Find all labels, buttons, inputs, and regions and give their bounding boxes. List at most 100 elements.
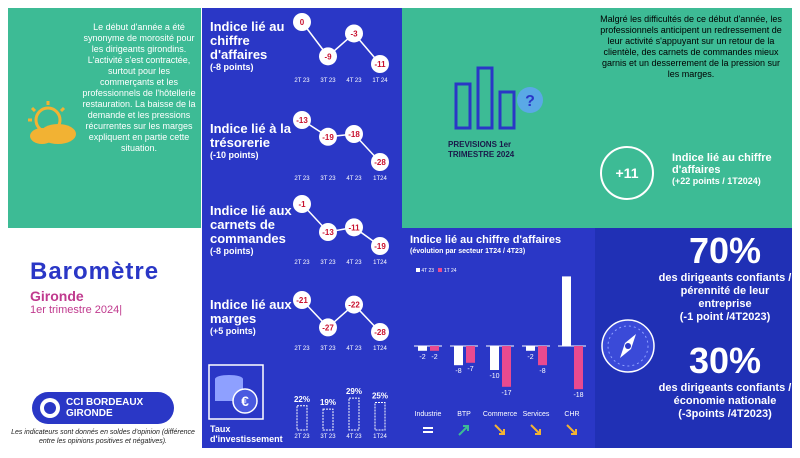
indice-tresorerie-title: Indice lié à la trésorerie [210,121,291,150]
indice-point [293,195,311,213]
forecast-paragraph: Malgré les difficultés de ce début d'ann… [600,14,782,79]
indice-line [301,21,381,65]
quarter-tick-label: 1T 24 [372,78,388,84]
sector-value-label: -10 [489,373,499,380]
indice-value-label: -22 [348,301,360,310]
sector-bar [574,346,583,390]
indice-point [293,13,311,31]
investment-bar [374,402,386,431]
indice-point [345,24,363,43]
indice-point [293,291,311,309]
quarter-tick-label: 1T24 [373,346,387,352]
intro-paragraph: Le début d'année a été synonyme de moros… [82,22,196,153]
forecast-bars-icon: ? [454,66,543,130]
sector-value-label: -2 [431,354,437,361]
sector-category-label: Commerce [483,411,517,418]
forecast-badge: +11 [600,146,654,200]
sector-chart-title: Indice lié au chiffre d'affaires [410,234,562,246]
indice-point [371,55,389,73]
barometre-block: Baromètre Gironde 1er trimestre 2024| [30,258,200,316]
coins-icon: € [208,364,264,420]
indice-line [301,119,381,163]
indice-value-label: -27 [322,323,334,332]
quarter-tick-label: 3T 23 [320,176,336,182]
quarter-tick-label: 2T 23 [294,434,310,440]
indice-carnets-sub: (-8 points) [210,246,254,256]
indice-tresorerie-block: Indice lié à la trésorerie (-10 points) [210,121,295,161]
confidence-2-pct: 30% [688,340,762,381]
sector-category-label: Services [523,411,550,418]
indice-value-label: -9 [324,52,332,61]
forecast-panel [402,8,792,228]
investment-chart: 22% 2T 23 19% 3T 23 29% 4T 23 25% 1T24 [294,387,388,440]
sector-value-label: -2 [419,354,425,361]
arrow-down-icon [530,424,541,435]
confidence-1-pct: 70% [688,230,762,271]
legend-swatch-4t23 [416,268,420,272]
indice-value-label: -3 [350,29,358,38]
investment-value-label: 29% [346,387,362,396]
forecast-indice: Indice lié au chiffre d'affaires (+22 po… [672,152,792,186]
investment-value-label: 25% [372,392,388,401]
forecast-indice-title: Indice lié au chiffre d'affaires [672,152,772,176]
confidence-2-change: (-3points /4T2023) [678,408,772,420]
indice-point [319,127,337,146]
indice-point [371,237,389,255]
indice-value-label: -13 [322,228,334,237]
sector-bar [502,346,511,387]
confidence-1-desc: des dirigeants confiants / pérennité de … [658,272,792,310]
sector-category-label: BTP [457,411,471,418]
quarter-tick-label: 3T 23 [320,346,336,352]
footnote: Les indicateurs sont donnés en soldes d'… [11,429,195,445]
quarter-tick-label: 2T 23 [294,346,310,352]
confidence-1: 70% des dirigeants confiants / pérennité… [658,230,792,324]
indice-carnets-block: Indice lié aux carnets de commandes (-8 … [210,204,300,257]
indice-value-label: -21 [296,296,308,305]
quarter-tick-label: 2T 23 [294,176,310,182]
sector-bar [418,346,427,351]
sector-value-label: 29 [563,274,571,275]
svg-text:?: ? [525,93,535,110]
arrow-down-icon [494,424,505,435]
cci-logo-text-1: CCI BORDEAUX [66,397,144,408]
investment-value-label: 19% [320,398,336,407]
indice-marges-sub: (+5 points) [210,326,256,336]
sector-legend: 4T 23 1T 24 [416,268,457,274]
indice-value-label: -28 [374,158,386,167]
compass-icon [601,319,655,373]
indice-point [293,111,311,129]
sector-value-label: -8 [455,368,461,375]
sector-bar [526,346,535,351]
sector-category-label: Industrie [415,411,442,418]
investment-title: Taux d'investissement [210,424,283,444]
sector-value-label: -7 [467,366,473,373]
confidence-2-desc: des dirigeants confiants / économie nati… [658,382,792,407]
sector-bar [562,276,571,346]
sector-chart-subtitle: (évolution par secteur 1T24 / 4T23) [410,248,526,255]
sector-value-label: -17 [501,390,511,397]
indice-point [345,125,363,143]
indice-point [319,47,337,66]
quarter-tick-label: 3T 23 [320,260,336,266]
indices-column [202,8,402,448]
quarter-tick-label: 4T 23 [346,346,362,352]
indice-tresorerie-sub: (-10 points) [210,150,259,160]
indice-point [319,223,337,241]
indice-value-label: -11 [348,223,360,232]
sector-value-label: -18 [573,392,583,399]
cci-logo-icon [40,398,60,418]
indice-value-label: -19 [322,133,334,142]
sector-value-label: -2 [527,354,533,361]
indice-line [301,299,381,333]
quarter-tick-label: 1T24 [373,260,387,266]
quarter-tick-label: 4T 23 [346,260,362,266]
sector-bar [466,346,475,363]
legend-label-4t23: 4T 23 [421,268,435,274]
forecast-indice-sub: (+22 points / 1T2024) [672,176,761,186]
forecast-badge-value: +11 [615,165,639,181]
sector-bar [454,346,463,366]
sector-bar [538,346,547,366]
barometre-region: Gironde [30,288,84,304]
indice-value-label: -1 [298,200,306,209]
sector-bar [430,346,439,351]
